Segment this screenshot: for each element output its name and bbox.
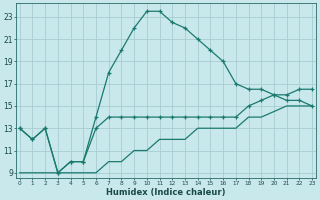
X-axis label: Humidex (Indice chaleur): Humidex (Indice chaleur) xyxy=(106,188,226,197)
